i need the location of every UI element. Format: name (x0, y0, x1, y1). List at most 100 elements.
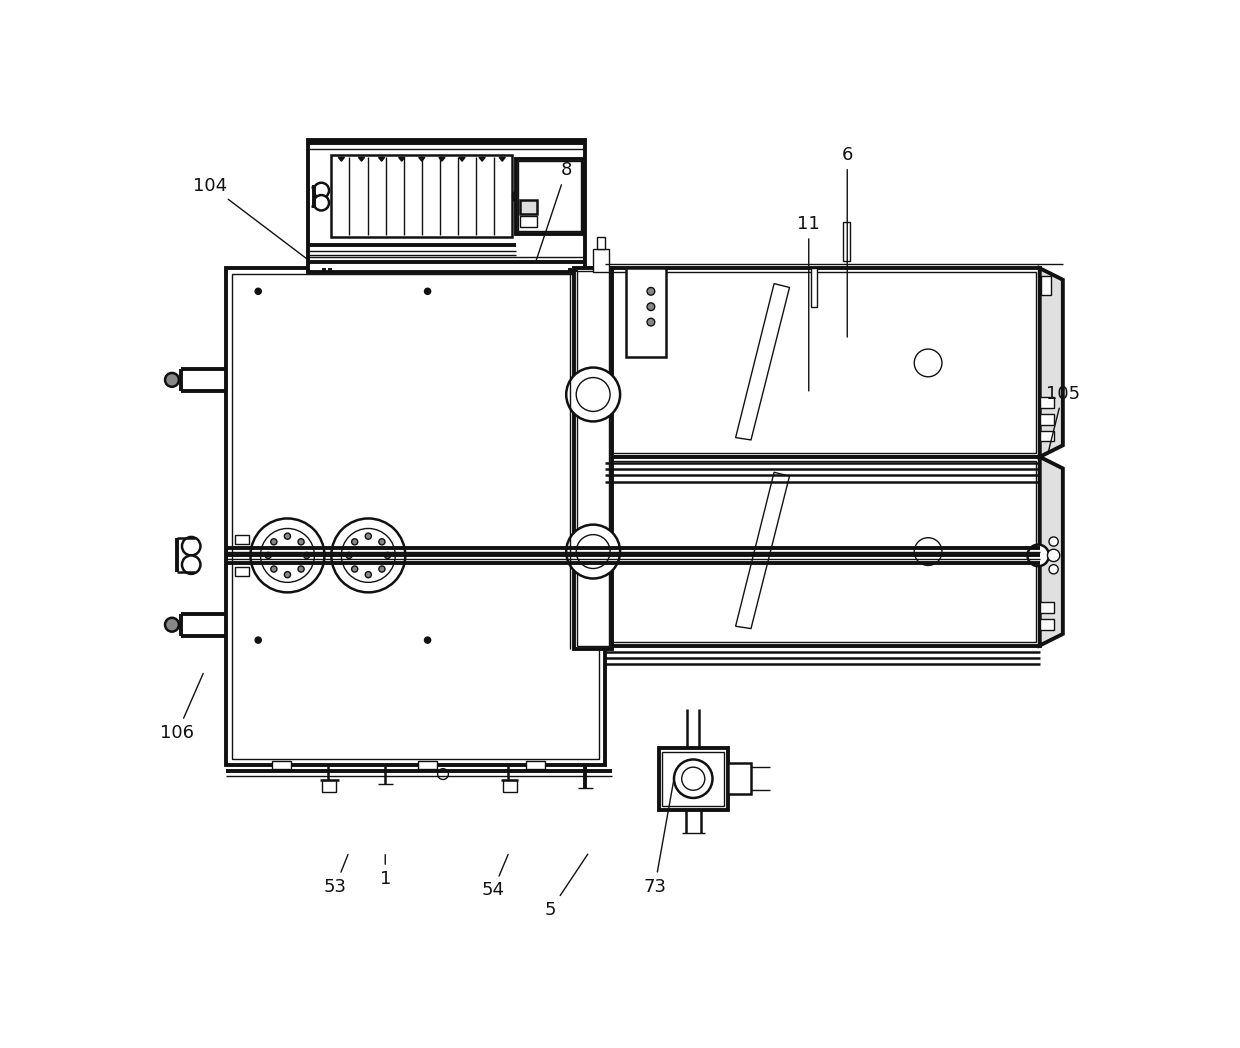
Text: 106: 106 (160, 674, 203, 742)
Circle shape (1049, 565, 1058, 574)
Circle shape (366, 571, 372, 577)
Bar (605, 457, 1040, 646)
Circle shape (577, 534, 610, 568)
Circle shape (1049, 537, 1058, 546)
Polygon shape (398, 157, 404, 161)
Bar (236, 534, 249, 544)
Circle shape (647, 287, 655, 296)
Circle shape (647, 303, 655, 310)
Circle shape (250, 519, 325, 592)
Bar (226, 268, 605, 765)
Polygon shape (735, 473, 790, 629)
Polygon shape (459, 157, 465, 161)
Bar (1040, 619, 1054, 630)
Circle shape (182, 555, 201, 574)
Circle shape (270, 539, 277, 545)
Bar (272, 761, 290, 769)
Circle shape (647, 319, 655, 326)
Circle shape (914, 349, 942, 377)
Polygon shape (479, 157, 485, 161)
Circle shape (298, 566, 304, 572)
Polygon shape (339, 157, 345, 161)
Circle shape (270, 566, 277, 572)
Circle shape (341, 528, 396, 583)
Circle shape (298, 539, 304, 545)
Polygon shape (1040, 268, 1063, 457)
Text: 6: 6 (842, 146, 853, 337)
Polygon shape (735, 284, 790, 440)
Polygon shape (439, 157, 445, 161)
Circle shape (577, 377, 610, 412)
Text: 1: 1 (379, 855, 391, 888)
Circle shape (424, 288, 430, 294)
Bar (1040, 603, 1054, 613)
Circle shape (255, 637, 262, 643)
Text: 11: 11 (797, 215, 820, 391)
Bar (728, 763, 751, 794)
Circle shape (675, 760, 713, 798)
Circle shape (255, 288, 262, 294)
Circle shape (567, 525, 620, 578)
Bar (596, 238, 605, 249)
Circle shape (165, 617, 179, 632)
Circle shape (314, 195, 329, 211)
Bar (309, 139, 585, 272)
Bar (518, 161, 580, 232)
Bar (520, 200, 537, 214)
Circle shape (379, 566, 384, 572)
Text: 8: 8 (536, 161, 572, 260)
Circle shape (346, 552, 352, 559)
Circle shape (384, 552, 391, 559)
Bar (322, 781, 336, 792)
Circle shape (314, 182, 329, 198)
Bar (516, 159, 583, 234)
Circle shape (352, 539, 358, 545)
Bar (1042, 276, 1050, 296)
Bar (605, 268, 1040, 457)
Text: 105: 105 (1045, 385, 1080, 453)
Bar (331, 155, 512, 238)
Text: 73: 73 (644, 782, 673, 896)
Circle shape (260, 528, 315, 583)
Bar (658, 748, 728, 809)
Circle shape (567, 368, 620, 421)
Circle shape (366, 533, 372, 540)
Text: 53: 53 (324, 854, 348, 896)
Bar (593, 249, 609, 272)
Bar (236, 567, 249, 576)
Bar (232, 275, 599, 759)
Bar (503, 781, 517, 792)
Bar (577, 271, 609, 647)
Circle shape (265, 552, 272, 559)
Circle shape (1028, 545, 1049, 566)
Circle shape (331, 519, 405, 592)
Polygon shape (358, 157, 365, 161)
Text: 54: 54 (481, 854, 508, 899)
Circle shape (352, 566, 358, 572)
Bar (526, 761, 544, 769)
Bar (520, 216, 537, 227)
Bar (1040, 431, 1054, 441)
Circle shape (682, 767, 704, 790)
Bar (609, 272, 1035, 453)
Polygon shape (378, 157, 384, 161)
Bar (418, 761, 436, 769)
Bar (1040, 414, 1054, 424)
Bar (843, 222, 849, 261)
Polygon shape (419, 157, 425, 161)
Circle shape (165, 373, 179, 387)
Bar (626, 268, 666, 356)
Circle shape (914, 538, 942, 566)
Bar (662, 751, 724, 806)
Circle shape (513, 191, 526, 202)
Circle shape (1048, 549, 1060, 562)
Bar (574, 268, 613, 650)
Text: 104: 104 (193, 177, 310, 261)
Bar (811, 268, 817, 307)
Bar (1040, 397, 1054, 408)
Bar (609, 461, 1035, 641)
Circle shape (284, 533, 290, 540)
Circle shape (182, 537, 201, 555)
Circle shape (379, 539, 384, 545)
Circle shape (438, 769, 449, 780)
